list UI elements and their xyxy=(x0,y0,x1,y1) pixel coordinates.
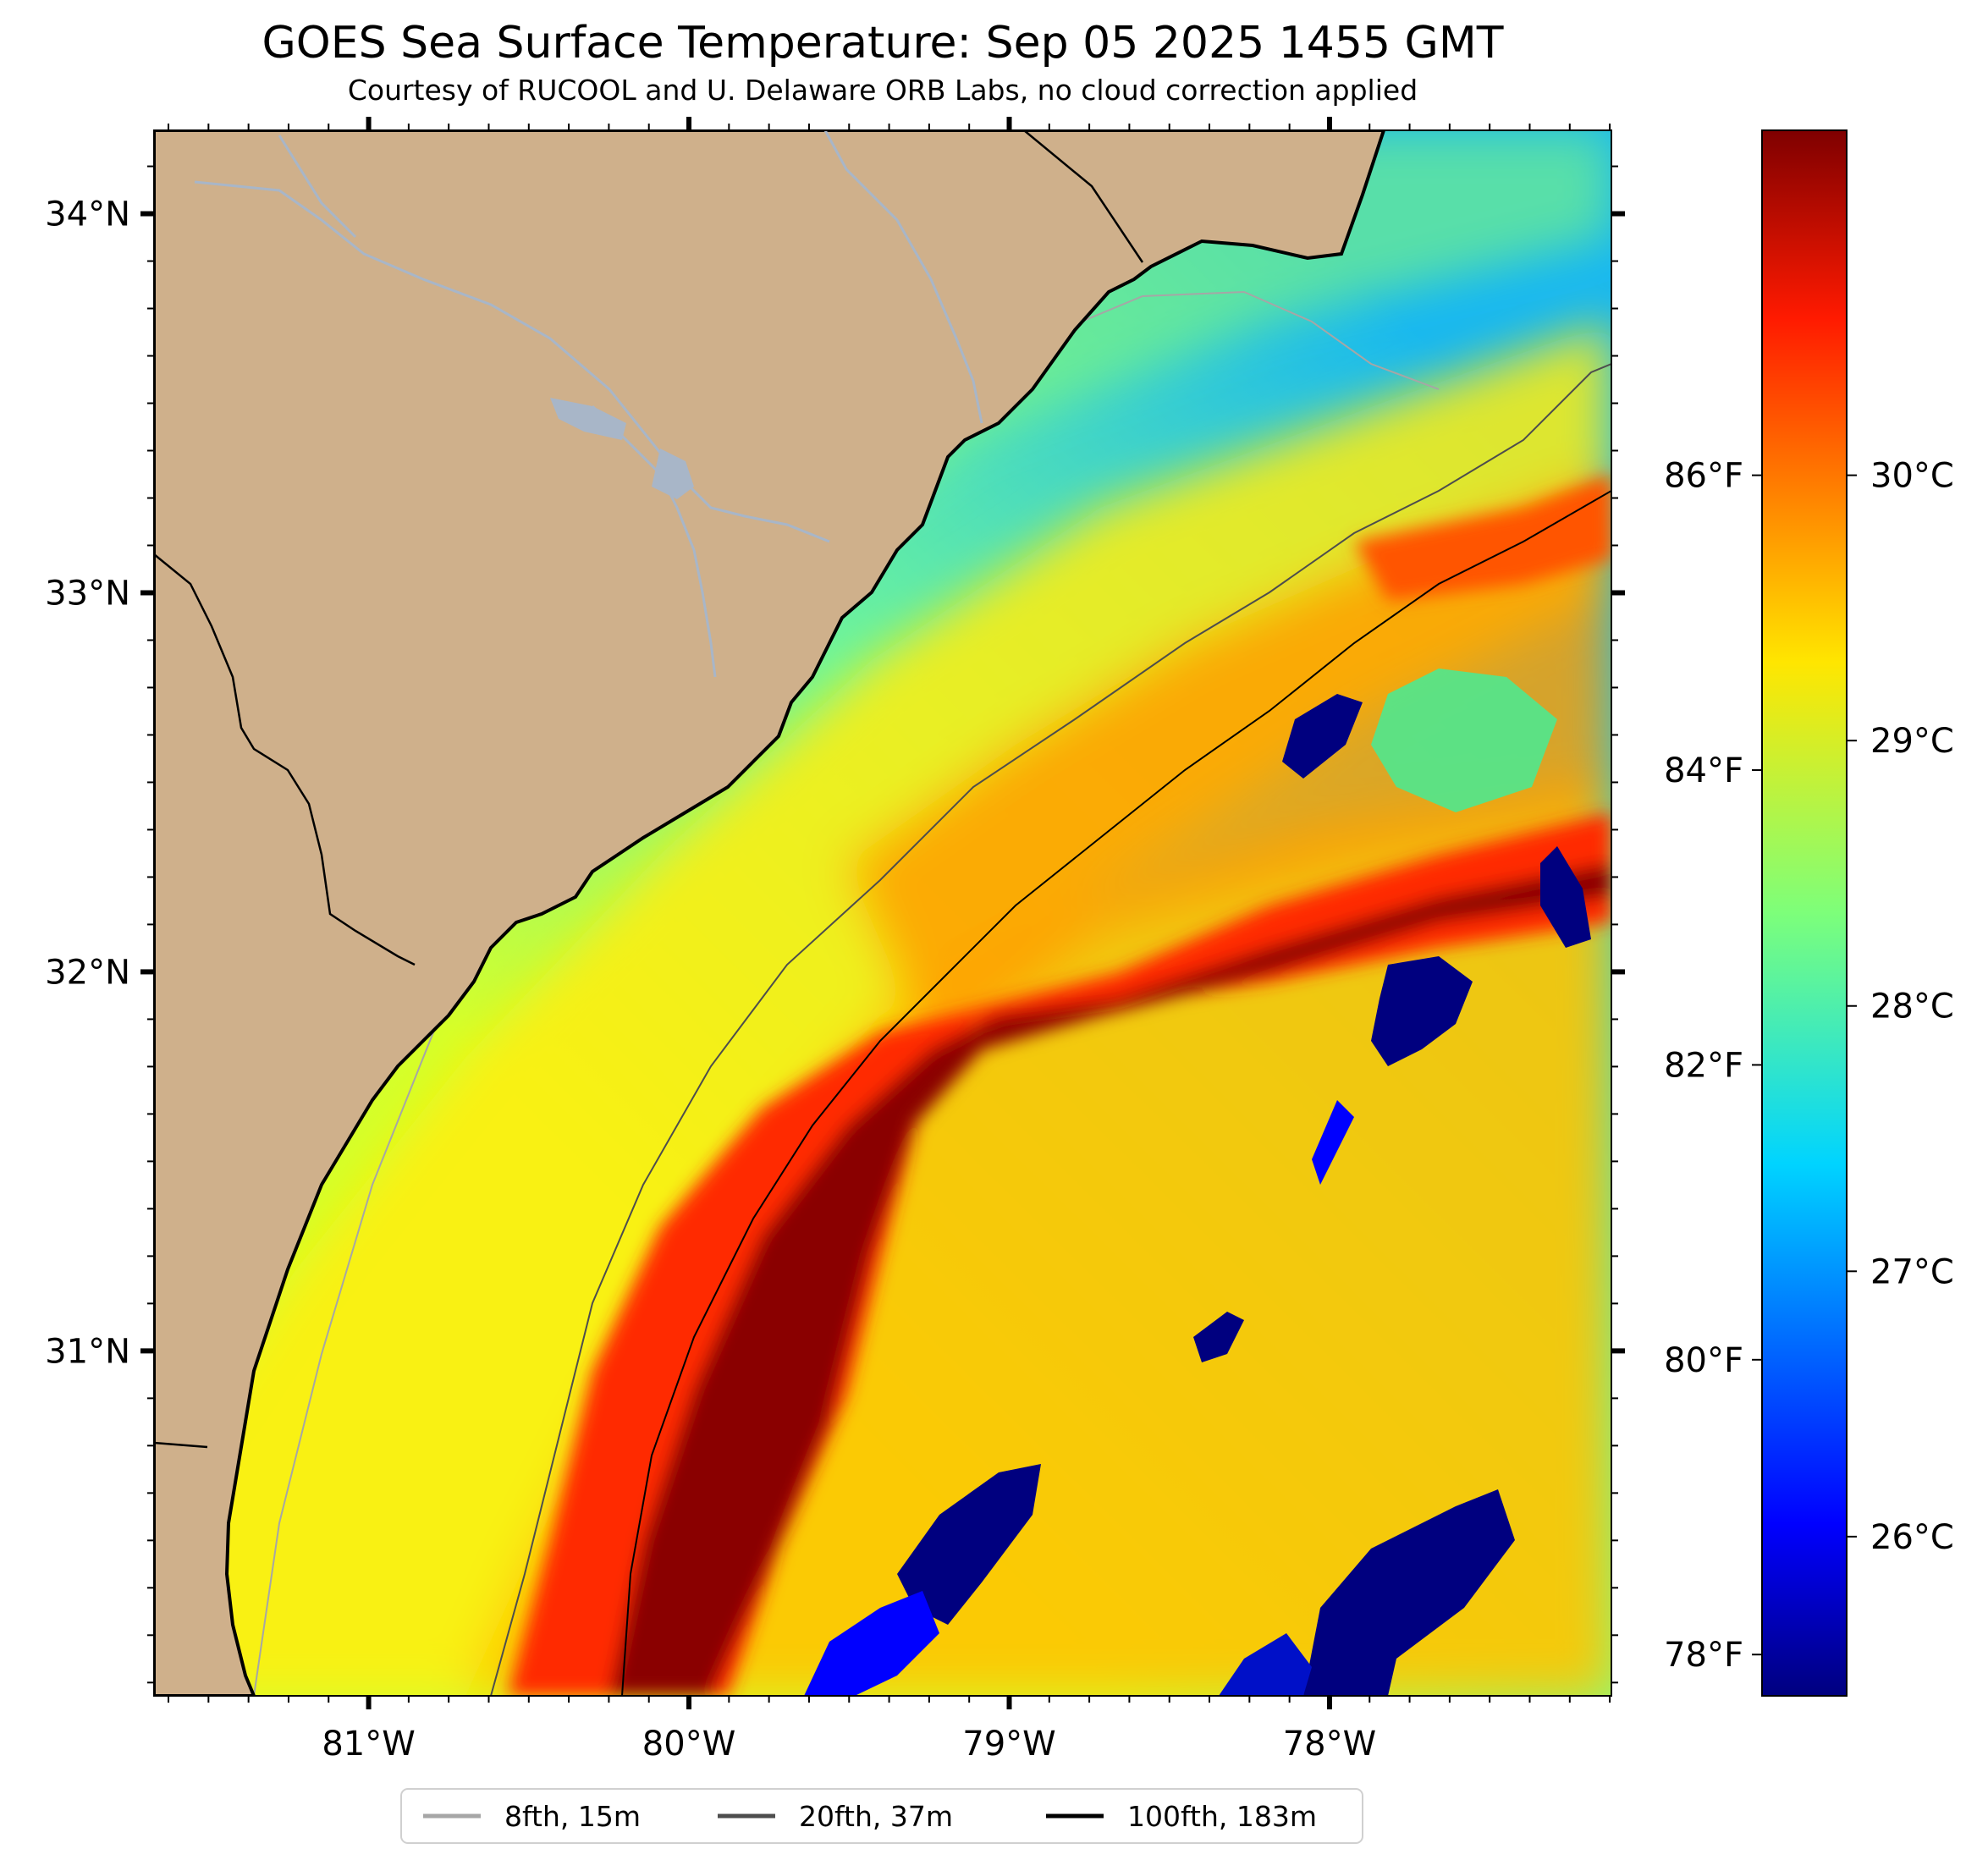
longitude-label: 80°W xyxy=(642,1725,735,1764)
longitude-label: 79°W xyxy=(962,1725,1055,1764)
latitude-label: 34°N xyxy=(45,195,130,234)
figure-title: GOES Sea Surface Temperature: Sep 05 202… xyxy=(262,18,1504,69)
state-borders xyxy=(154,130,1144,1449)
reservoir xyxy=(550,398,626,440)
map-axes: 81°W 80°W 79°W 78°W 34°N 33°N 32°N 31°N xyxy=(45,117,1625,1764)
colorbar-label-celsius: 28°C xyxy=(1870,988,1954,1026)
contour-100fth xyxy=(621,490,1611,1696)
cold-patches xyxy=(804,669,1591,1696)
legend-box xyxy=(400,1788,1363,1844)
latitude-label: 32°N xyxy=(45,953,130,992)
colorbar-label-fahrenheit: 78°F xyxy=(1664,1636,1743,1675)
longitude-label: 81°W xyxy=(322,1725,415,1764)
reservoir xyxy=(652,448,694,499)
legend-label: 8fth, 15m xyxy=(504,1800,641,1833)
gulf-stream-band xyxy=(508,474,1611,1696)
colorbar-label-celsius: 29°C xyxy=(1870,722,1954,761)
contour-legend: 8fth, 15m 20fth, 37m 100fth, 183m xyxy=(400,1788,1363,1844)
figure-subtitle: Courtesy of RUCOOL and U. Delaware ORB L… xyxy=(348,74,1418,107)
longitude-label: 78°W xyxy=(1283,1725,1376,1764)
latitude-label: 33°N xyxy=(45,574,130,613)
land xyxy=(154,130,1386,1696)
contour-20fth xyxy=(490,363,1611,1696)
colorbar-label-fahrenheit: 86°F xyxy=(1664,457,1743,496)
colorbar-label-celsius: 27°C xyxy=(1870,1252,1954,1291)
legend-label: 20fth, 37m xyxy=(799,1800,953,1833)
colorbar-label-fahrenheit: 80°F xyxy=(1664,1341,1743,1380)
colorbar-label-celsius: 26°C xyxy=(1870,1518,1954,1557)
map-panel xyxy=(154,130,1611,1696)
latitude-label: 31°N xyxy=(45,1332,130,1371)
rivers xyxy=(194,130,983,678)
legend-items: 8fth, 15m 20fth, 37m 100fth, 183m xyxy=(423,1800,1317,1833)
colorbar: 26°C 27°C 28°C 29°C 30°C 78°F 80°F 82°F 84°F 86°F xyxy=(1664,129,1954,1697)
map-frame xyxy=(153,129,1612,1697)
colorbar-label-celsius: 30°C xyxy=(1870,457,1954,496)
colorbar-label-fahrenheit: 82°F xyxy=(1664,1046,1743,1085)
colorbar-label-fahrenheit: 84°F xyxy=(1664,751,1743,790)
colorbar-gradient xyxy=(1761,129,1848,1697)
colorbar-labels: 26°C 27°C 28°C 29°C 30°C 78°F 80°F 82°F 84°F 86°F xyxy=(1664,457,1954,1676)
legend-label: 100fth, 183m xyxy=(1127,1800,1317,1833)
